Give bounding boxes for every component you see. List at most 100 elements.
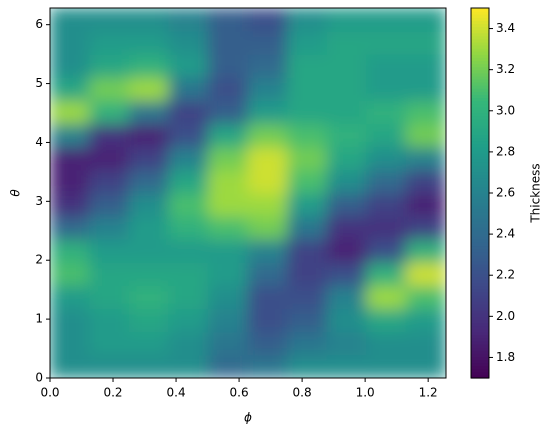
x-axis-label: ϕ xyxy=(244,411,252,425)
heatmap-cell xyxy=(207,53,249,78)
heatmap-cell xyxy=(326,146,368,171)
colorbar-tick-label: 2.4 xyxy=(496,227,515,241)
colorbar-step xyxy=(471,374,489,379)
colorbar-step xyxy=(471,26,489,31)
colorbar-step xyxy=(471,316,489,321)
colorbar-step xyxy=(471,17,489,21)
colorbar-step xyxy=(471,183,489,188)
heatmap-cell xyxy=(405,123,446,148)
colorbar-step xyxy=(471,239,489,243)
heatmap-cell xyxy=(405,8,446,32)
heatmap-cell xyxy=(168,146,209,171)
heatmap-cell xyxy=(207,8,249,32)
heatmap-cell xyxy=(366,100,407,125)
colorbar-step xyxy=(471,214,489,219)
colorbar-step xyxy=(471,199,489,203)
heatmap-cell xyxy=(207,285,249,310)
colorbar-step xyxy=(471,72,489,77)
heatmap-cell xyxy=(50,215,91,240)
heatmap-cell xyxy=(366,30,407,55)
heatmap-cell xyxy=(168,76,209,101)
colorbar-step xyxy=(471,294,489,299)
colorbar-step xyxy=(471,248,489,253)
heatmap-cell xyxy=(50,123,91,148)
colorbar-step xyxy=(471,78,489,83)
heatmap-cell xyxy=(168,123,209,148)
heatmap-cell xyxy=(128,215,170,240)
heatmap-cell xyxy=(366,123,407,148)
heatmap-cell xyxy=(247,308,289,333)
colorbar-step xyxy=(471,51,489,55)
heatmap-cell xyxy=(168,192,209,217)
colorbar-step xyxy=(471,313,489,317)
heatmap-cell xyxy=(405,146,446,171)
heatmap-cell xyxy=(168,261,209,286)
colorbar-step xyxy=(471,347,489,351)
colorbar-step xyxy=(471,307,489,311)
colorbar-step xyxy=(471,341,489,345)
heatmap-cell xyxy=(326,53,368,78)
colorbar-tick-label: 3.4 xyxy=(496,21,515,35)
heatmap-cell xyxy=(50,285,91,310)
heatmap-cell xyxy=(50,308,91,333)
colorbar-step xyxy=(471,242,489,247)
colorbar-step xyxy=(471,168,489,173)
heatmap-cell xyxy=(168,53,209,78)
heatmap-cell xyxy=(326,100,368,125)
heatmap-cell xyxy=(287,285,328,310)
colorbar-step xyxy=(471,8,489,12)
heatmap-cell xyxy=(128,30,170,55)
heatmap-cell xyxy=(326,8,368,32)
colorbar-step xyxy=(471,282,489,287)
colorbar-step xyxy=(471,97,489,102)
colorbar-step xyxy=(471,174,489,179)
heatmap-cell xyxy=(247,8,289,32)
heatmap-cell xyxy=(247,146,289,171)
y-tick-label: 1 xyxy=(35,312,43,326)
heatmap-cell xyxy=(207,192,249,217)
heatmap-cell xyxy=(366,169,407,194)
heatmap-cell xyxy=(287,30,328,55)
heatmap-cell xyxy=(89,76,130,101)
heatmap-cell xyxy=(247,169,289,194)
heatmap-cell xyxy=(207,146,249,171)
colorbar-step xyxy=(471,337,489,342)
heatmap-cell xyxy=(50,76,91,101)
colorbar-step xyxy=(471,226,489,231)
heatmap-cell xyxy=(247,261,289,286)
heatmap-cell xyxy=(89,238,130,263)
heatmap-cell xyxy=(405,53,446,78)
heatmap-cell xyxy=(207,238,249,263)
colorbar-step xyxy=(471,66,489,71)
heatmap-cell xyxy=(405,354,446,378)
colorbar-step xyxy=(471,334,489,339)
heatmap-cell xyxy=(89,169,130,194)
colorbar-step xyxy=(471,128,489,132)
colorbar-step xyxy=(471,319,489,324)
y-tick-label: 2 xyxy=(35,253,43,267)
heatmap-cell xyxy=(168,30,209,55)
colorbar-step xyxy=(471,251,489,256)
colorbar-step xyxy=(471,356,489,361)
heatmap-cell xyxy=(326,123,368,148)
heatmap-cell xyxy=(207,331,249,356)
heatmap-cell xyxy=(247,354,289,378)
heatmap-cell xyxy=(207,76,249,101)
x-tick-label: 0.6 xyxy=(230,386,249,400)
heatmap-cell xyxy=(168,100,209,125)
heatmap-cell xyxy=(287,261,328,286)
heatmap-cell xyxy=(326,215,368,240)
heatmap-cell xyxy=(50,238,91,263)
colorbar-step xyxy=(471,291,489,296)
colorbar-tick-label: 2.2 xyxy=(496,268,515,282)
heatmap-cell xyxy=(326,331,368,356)
heatmap-cell xyxy=(366,238,407,263)
heatmap-cell xyxy=(50,169,91,194)
heatmap-cell xyxy=(128,123,170,148)
heatmap-cell xyxy=(326,76,368,101)
colorbar-step xyxy=(471,217,489,222)
colorbar-step xyxy=(471,85,489,89)
colorbar-step xyxy=(471,137,489,142)
heatmap-cell xyxy=(89,53,130,78)
colorbar-step xyxy=(471,165,489,169)
